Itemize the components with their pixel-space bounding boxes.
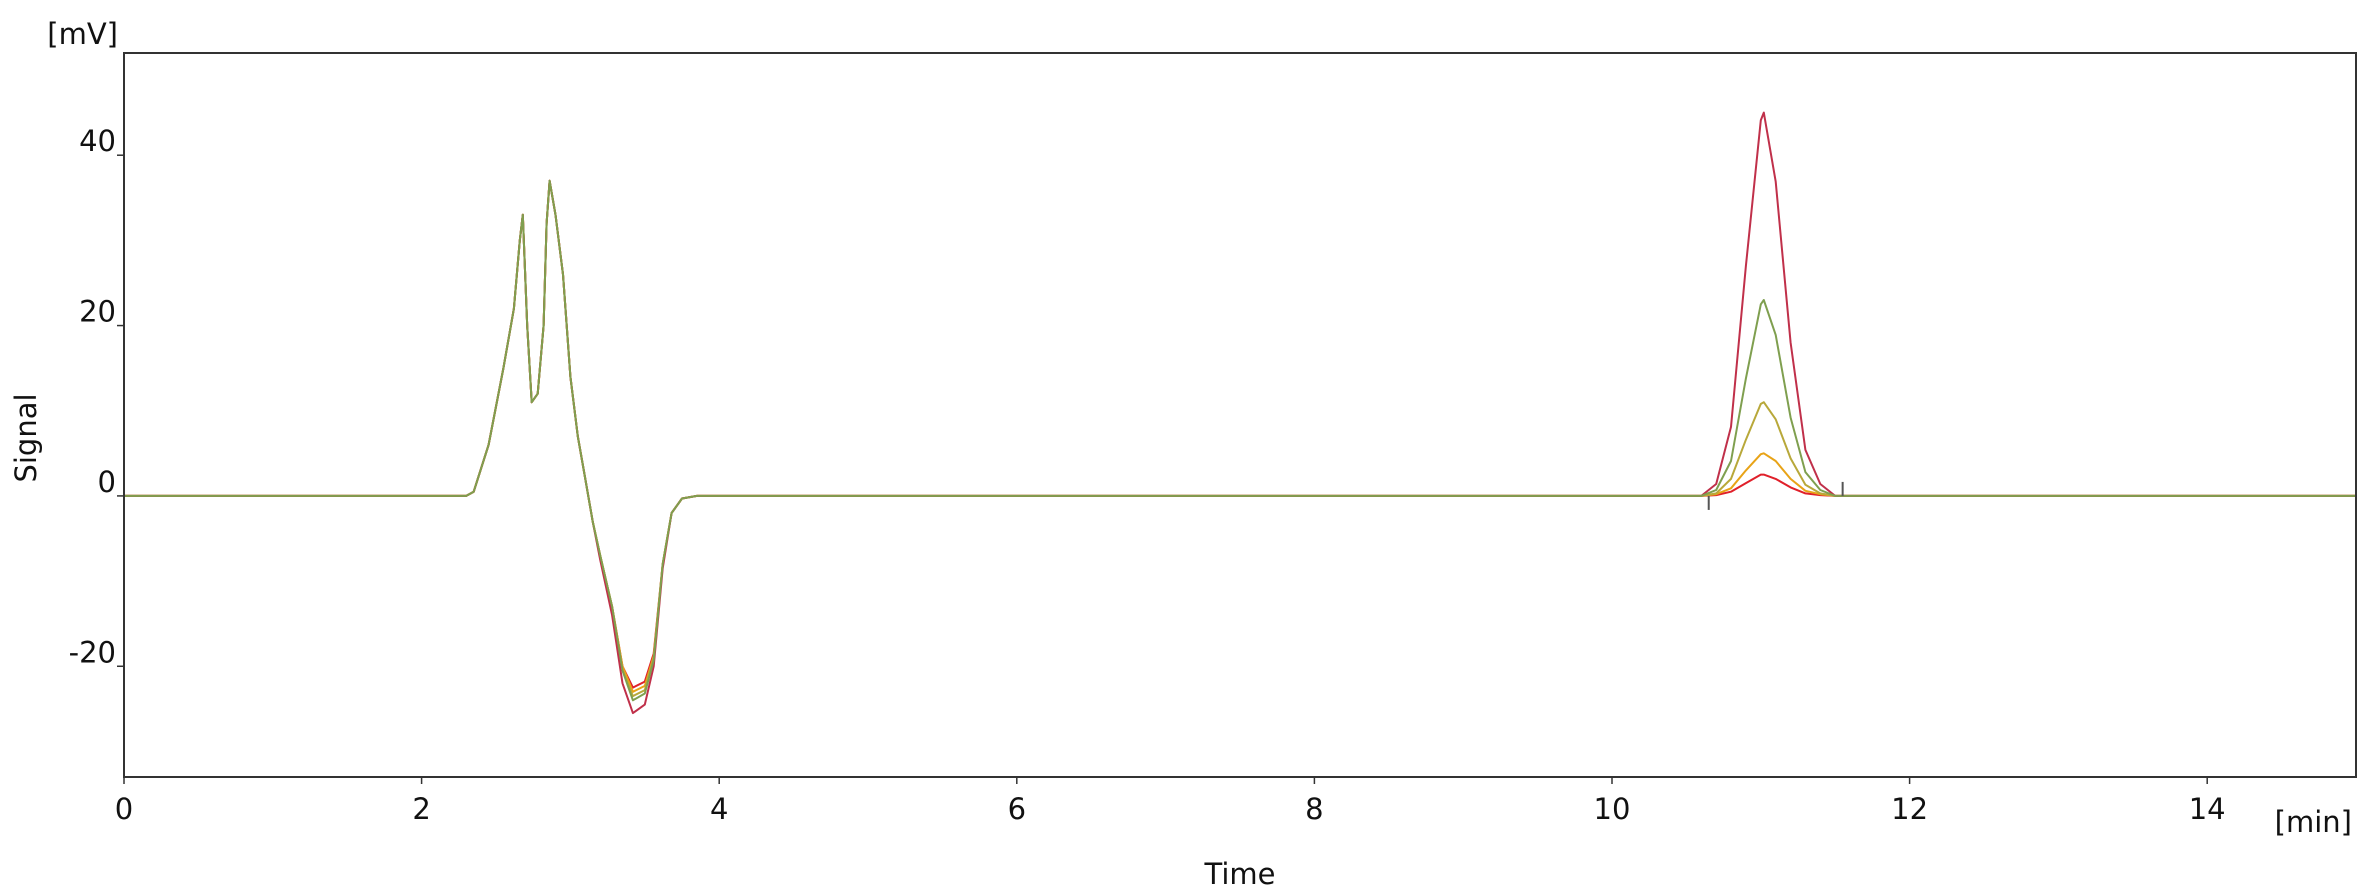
- x-axis-title: Time: [1204, 857, 1276, 891]
- y-tick-label: 20: [79, 295, 116, 329]
- marker-layer: [1707, 481, 1844, 510]
- y-unit-label: [mV]: [47, 17, 118, 51]
- x-tick-label: 0: [115, 792, 133, 826]
- x-tick-label: 14: [2189, 792, 2226, 826]
- plot-frame: [123, 52, 2357, 778]
- series-line-2: [124, 179, 2356, 693]
- x-axis: 0 2 4 6 8 10 12 14: [115, 777, 2226, 826]
- series-line-3: [124, 179, 2356, 698]
- x-tick-label: 12: [1891, 792, 1928, 826]
- x-tick-label: 4: [710, 792, 728, 826]
- x-unit-label: [min]: [2275, 805, 2352, 839]
- series-line-5: [124, 179, 2356, 702]
- series-layer: [124, 111, 2356, 715]
- y-tick-label: 40: [79, 124, 116, 158]
- y-axis: -20 0 20 40: [69, 124, 124, 669]
- y-axis-title: Signal: [9, 393, 43, 482]
- x-tick-label: 6: [1008, 792, 1026, 826]
- series-line-1: [124, 179, 2356, 689]
- x-tick-label: 8: [1305, 792, 1323, 826]
- series-line-4: [124, 111, 2356, 715]
- y-tick-label: 0: [98, 465, 116, 499]
- y-tick-label: -20: [69, 635, 116, 669]
- x-tick-label: 2: [412, 792, 430, 826]
- x-tick-label: 10: [1594, 792, 1631, 826]
